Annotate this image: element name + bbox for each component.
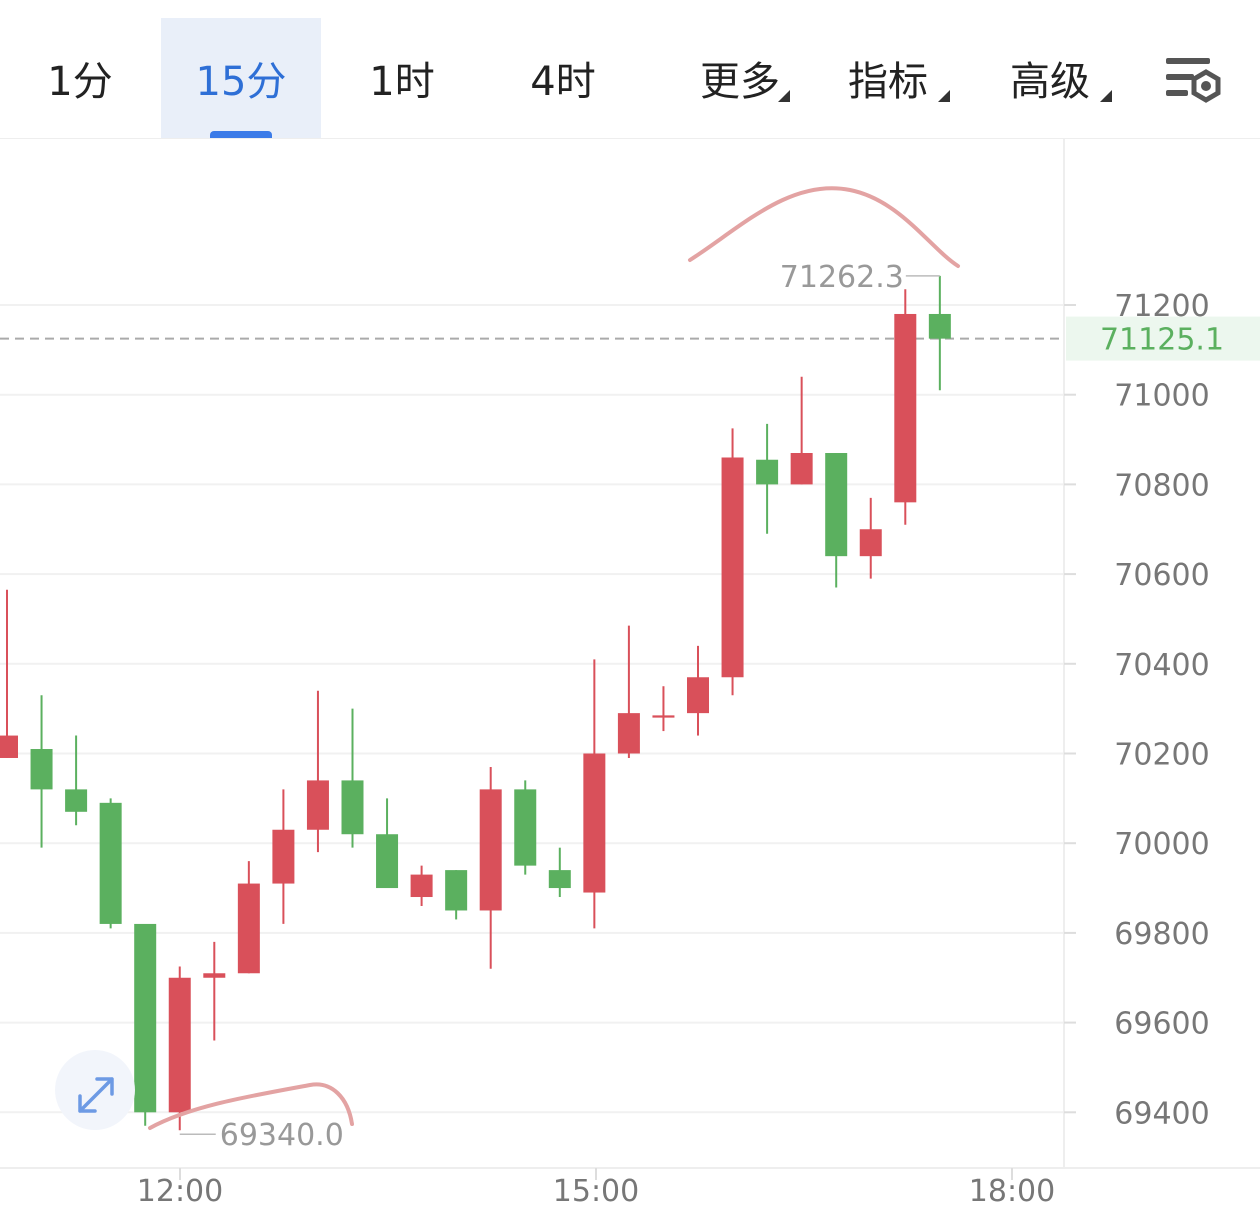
- active-tab-indicator: [210, 131, 272, 138]
- y-tick-label: 71000: [1114, 379, 1209, 414]
- current-price-line: 71125.1: [0, 316, 1260, 361]
- dropdown-triangle-icon: [778, 90, 790, 102]
- low-price-label: 69340.0: [220, 1118, 344, 1153]
- tab-1min[interactable]: 1分: [0, 18, 160, 138]
- candle-body: [479, 789, 502, 911]
- expand-icon[interactable]: [55, 1050, 135, 1130]
- tab-1hour[interactable]: 1时: [322, 18, 482, 138]
- candle-body: [272, 829, 295, 884]
- y-tick-label: 69400: [1114, 1096, 1209, 1131]
- y-tick-label: 70200: [1114, 738, 1209, 773]
- y-tick-label: 70600: [1114, 558, 1209, 593]
- candle-body: [583, 753, 606, 893]
- price-axis: 71200 71000 70800 70600 70400 70200 70000 69800…: [1064, 289, 1210, 1131]
- tab-4hour-label: 4时: [530, 59, 596, 105]
- chart-settings-icon[interactable]: [1160, 50, 1226, 110]
- candle-body: [721, 457, 744, 678]
- tab-indicators-label: 指标: [848, 59, 928, 105]
- x-tick-label: 18:00: [969, 1174, 1055, 1208]
- candle-body: [410, 874, 433, 898]
- y-tick-label: 69800: [1114, 917, 1209, 952]
- candle-body: [825, 453, 848, 557]
- timeframe-toolbar: 1分 15分 1时 4时 更多 指标 高级: [0, 0, 1260, 138]
- candle-body: [99, 802, 122, 924]
- tab-15min-label: 15分: [195, 59, 287, 105]
- y-tick-label: 70000: [1114, 827, 1209, 862]
- high-price-label: 71262.3: [780, 260, 904, 295]
- candle-body: [168, 977, 191, 1113]
- candle-body: [445, 870, 468, 911]
- tab-more[interactable]: 更多: [660, 18, 820, 138]
- candlestick-chart[interactable]: 71125.1 71200 71000 70800 70600 70400 70200 70…: [0, 138, 1260, 1208]
- current-price-label: 71125.1: [1100, 323, 1224, 358]
- tab-more-label: 更多: [700, 59, 780, 105]
- candle-body: [203, 973, 226, 978]
- candle-body: [617, 713, 640, 754]
- candle-body: [859, 529, 882, 557]
- candle-body: [687, 677, 709, 714]
- tab-indicators[interactable]: 指标: [808, 18, 968, 138]
- tab-1min-label: 1分: [47, 59, 113, 105]
- candle-body: [30, 749, 53, 790]
- tab-15min[interactable]: 15分: [161, 18, 321, 138]
- candle-body: [652, 715, 675, 718]
- y-tick-label: 69600: [1114, 1007, 1209, 1042]
- extreme-labels: 71262.3 69340.0: [179, 260, 940, 1153]
- tab-advanced-label: 高级: [1010, 59, 1090, 105]
- y-tick-label: 70400: [1114, 648, 1209, 683]
- hand-drawn-arc-bottom: [148, 1082, 354, 1130]
- candle-body: [0, 735, 18, 758]
- candle-body: [894, 313, 917, 503]
- candle-body: [134, 923, 157, 1113]
- hand-drawn-arc-top: [688, 186, 960, 268]
- tab-1hour-label: 1时: [369, 59, 435, 105]
- candle-body: [341, 780, 364, 835]
- candle-body: [306, 780, 329, 830]
- time-axis: 12:00 15:00 18:00: [137, 1168, 1055, 1208]
- x-tick-label: 12:00: [137, 1174, 223, 1208]
- toolbar-divider: [0, 138, 1260, 139]
- candle-body: [65, 789, 88, 812]
- tab-advanced[interactable]: 高级: [970, 18, 1130, 138]
- candle-body: [548, 870, 571, 889]
- y-tick-label: 70800: [1114, 468, 1209, 503]
- candles-group: [0, 275, 951, 1131]
- x-tick-label: 15:00: [553, 1174, 639, 1208]
- dropdown-triangle-icon: [938, 90, 950, 102]
- y-tick-label: 71200: [1114, 289, 1209, 324]
- current-price-badge: [1066, 316, 1260, 361]
- candle-body: [756, 459, 779, 485]
- chart-grid: [0, 304, 1064, 1114]
- candle-body: [514, 789, 537, 866]
- candle-body: [237, 883, 260, 974]
- candle-body: [790, 453, 813, 485]
- candle-body: [928, 313, 951, 339]
- tab-4hour[interactable]: 4时: [483, 18, 643, 138]
- dropdown-triangle-icon: [1100, 90, 1112, 102]
- candle-body: [376, 834, 399, 889]
